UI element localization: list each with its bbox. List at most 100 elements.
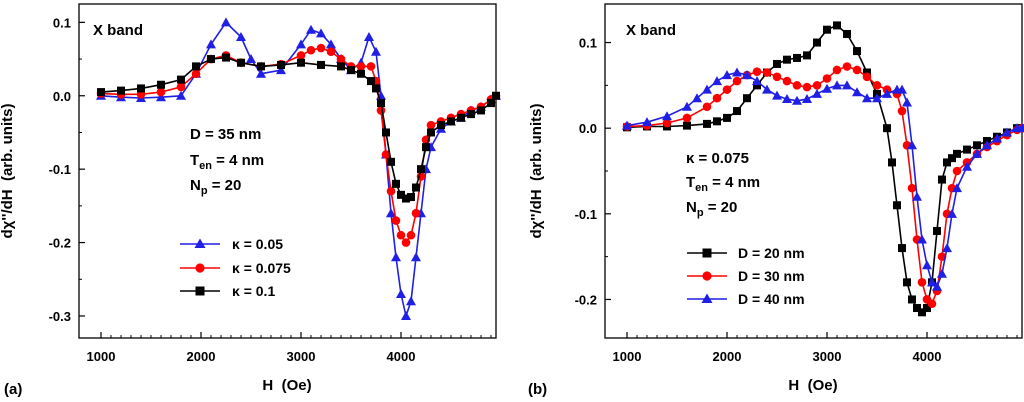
panel-b-y-ticks: 0.1 0.0 -0.1 -0.2	[575, 36, 611, 307]
data-point-triangle	[982, 140, 992, 150]
panel-b-legend-label-1: D = 30 nm	[738, 268, 805, 284]
data-point-square	[743, 94, 751, 103]
data-point-square	[257, 62, 265, 71]
x-tick-label: 3000	[287, 349, 316, 364]
data-point-square	[177, 75, 185, 84]
x-tick-label: 2000	[713, 349, 742, 364]
panel-a-param-thickness: Ten = 4 nm	[190, 152, 264, 172]
data-point-square	[948, 154, 956, 163]
data-point-triangle	[156, 92, 166, 102]
data-point-triangle	[912, 191, 922, 201]
data-point-circle	[391, 216, 401, 225]
data-point-circle	[712, 93, 722, 103]
y-tick-label: 0.0	[53, 89, 71, 104]
x-tick-label: 3000	[813, 349, 842, 364]
data-point-circle	[722, 85, 732, 94]
data-point-triangle	[642, 117, 652, 127]
data-point-circle	[366, 62, 376, 71]
data-point-triangle	[842, 80, 852, 90]
legend-circle-marker	[702, 271, 712, 281]
data-point-triangle	[802, 94, 812, 104]
data-point-circle	[702, 102, 712, 112]
data-point-square	[382, 128, 390, 137]
data-point-square	[412, 183, 420, 192]
data-point-triangle	[306, 24, 316, 34]
data-point-triangle	[952, 183, 962, 193]
data-point-square	[492, 91, 500, 100]
data-point-triangle	[852, 87, 862, 97]
panel-b-legend-label-2: D = 40 nm	[738, 291, 805, 307]
data-point-triangle	[411, 252, 421, 262]
data-point-triangle	[702, 84, 712, 94]
panel-a-param-particle-count: Np = 20	[190, 177, 241, 197]
data-point-circle	[822, 74, 832, 83]
panel-b-param-kappa: κ = 0.075	[686, 150, 749, 167]
legend-triangle-marker	[701, 293, 713, 303]
data-point-triangle	[371, 46, 381, 56]
data-point-square	[297, 58, 305, 67]
panel-b-legend-label-0: D = 20 nm	[738, 245, 805, 261]
data-point-triangle	[396, 288, 406, 298]
data-point-square	[487, 99, 495, 108]
data-point-circle	[772, 72, 782, 82]
data-point-circle	[782, 76, 792, 86]
data-point-triangle	[882, 88, 892, 98]
data-point-square	[222, 53, 230, 62]
data-point-square	[407, 193, 415, 202]
data-point-triangle	[256, 68, 266, 78]
data-point-square	[803, 51, 811, 60]
data-point-triangle	[932, 281, 942, 291]
data-point-triangle	[401, 310, 411, 320]
data-point-triangle	[221, 17, 231, 27]
data-point-square	[437, 121, 445, 130]
panel-a-param-diameter: D = 35 nm	[190, 126, 261, 143]
data-point-circle	[356, 62, 366, 71]
data-point-square	[953, 149, 961, 158]
data-point-triangle	[917, 234, 927, 244]
data-point-square	[277, 60, 285, 69]
x-tick-label: 4000	[913, 349, 942, 364]
data-point-square	[357, 69, 365, 78]
data-point-triangle	[872, 93, 882, 103]
data-point-square	[943, 158, 951, 167]
data-point-triangle	[812, 88, 822, 98]
data-point-square	[908, 295, 916, 304]
data-point-square	[843, 29, 851, 38]
data-point-square	[933, 226, 941, 235]
data-point-circle	[401, 238, 411, 247]
panel-a-legend-label-0: κ = 0.05	[232, 236, 283, 252]
panel-b-x-ticks: 1000 2000 3000 4000	[613, 332, 1018, 364]
panel-b-label: (b)	[528, 381, 547, 398]
panel-a-legend-label-1: κ = 0.075	[232, 260, 291, 276]
data-point-circle	[842, 62, 852, 71]
panel-b: 1000 2000 3000 4000 0.1 0.0 -0.1 -0.2 X band κ…	[528, 3, 1024, 398]
panel-b-legend-entry-d-20: D = 20 nm	[687, 245, 805, 261]
panel-a-legend-label-2: κ = 0.1	[232, 283, 275, 299]
data-point-circle	[812, 81, 822, 90]
panel-a-x-axis-label: H (Oe)	[262, 377, 311, 394]
data-point-square	[237, 58, 245, 67]
data-point-square	[447, 117, 455, 126]
data-point-square	[938, 175, 946, 184]
data-point-square	[417, 165, 425, 174]
panel-a-label: (a)	[4, 381, 22, 398]
data-point-square	[733, 107, 741, 116]
data-point-triangle	[276, 65, 286, 75]
data-point-circle	[296, 51, 306, 60]
data-point-square	[157, 80, 165, 89]
data-point-circle	[792, 81, 802, 90]
data-point-square	[883, 124, 891, 133]
data-point-square	[713, 117, 721, 126]
data-point-square	[898, 244, 906, 253]
data-point-triangle	[742, 70, 752, 80]
legend-triangle-marker	[194, 238, 206, 248]
data-point-square	[192, 62, 200, 71]
panel-b-band-title: X band	[626, 22, 676, 39]
y-tick-label: 0.1	[579, 36, 597, 51]
data-point-square	[783, 55, 791, 64]
data-point-triangle	[832, 80, 842, 90]
data-point-circle	[406, 230, 416, 240]
data-point-circle	[832, 65, 842, 75]
data-point-square	[97, 88, 105, 97]
data-point-square	[963, 145, 971, 154]
